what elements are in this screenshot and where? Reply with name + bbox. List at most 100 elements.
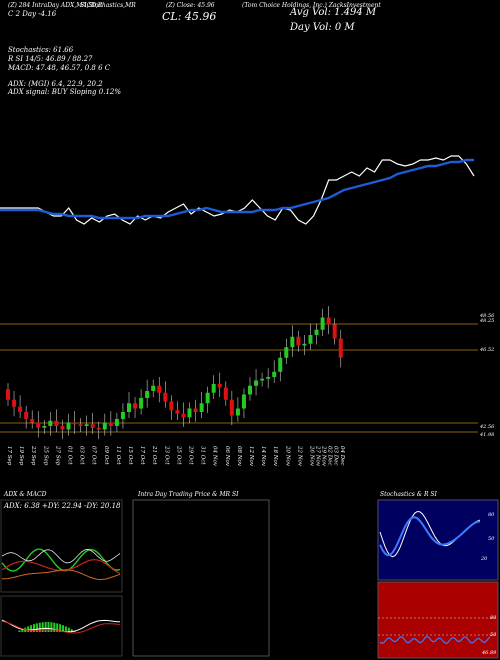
candle-body — [320, 317, 325, 330]
candle — [12, 391, 17, 417]
candle-body — [223, 387, 228, 400]
rsi-line — [379, 636, 491, 645]
candle-body — [229, 399, 234, 416]
adx-white-line — [1, 549, 121, 564]
date-tick: 27 Sep — [54, 445, 60, 466]
stoch-scale-80: 80 — [488, 512, 495, 518]
date-tick: 01 Oct — [67, 446, 73, 465]
candle-body — [84, 424, 89, 426]
candle — [181, 402, 186, 427]
candle — [326, 306, 331, 335]
candle — [223, 381, 228, 406]
stoch-scale-20: 20 — [481, 556, 488, 562]
macd-bar — [59, 624, 62, 632]
date-tick: 17 Oct — [139, 446, 145, 465]
date-tick: 04 Nov — [212, 446, 218, 467]
macd-bar — [21, 629, 24, 632]
candle-body — [42, 426, 47, 428]
candle-body — [48, 420, 53, 426]
candle — [72, 411, 77, 434]
candle-body — [284, 347, 289, 358]
candle-body — [12, 399, 17, 407]
date-tick: 25 Oct — [175, 445, 181, 465]
candle-body — [248, 385, 252, 395]
date-tick: 11 Oct — [115, 446, 121, 465]
candle-body — [290, 336, 295, 348]
candle — [308, 323, 313, 350]
date-tick: 04 Dec — [339, 446, 345, 466]
macd-panel — [0, 595, 123, 657]
macd-bar — [53, 622, 56, 632]
candle — [127, 391, 131, 419]
header-title-close: (Z) Close: 45.96 — [166, 2, 215, 9]
date-tick: 21 Oct — [151, 445, 157, 465]
mrsi-panel — [132, 499, 270, 657]
candle-body — [338, 338, 343, 358]
date-tick: 26 Nov — [309, 445, 315, 467]
candle — [229, 391, 234, 426]
header-day-change: C 2 Day -4.16 — [8, 10, 57, 18]
candle — [175, 401, 180, 420]
header-title-company: (Tom Choice Holdings, Inc.) ZacksInvestm… — [242, 2, 381, 9]
candle — [211, 375, 216, 399]
rsi-panel-value: 46.89 — [482, 650, 497, 656]
candle — [260, 372, 265, 387]
candle — [157, 377, 162, 403]
candle-body — [241, 394, 246, 409]
top-line-blue — [0, 158, 474, 220]
plus-di-line — [1, 548, 121, 572]
stochastic-top-lines — [0, 155, 475, 225]
stoch-scale-50: 50 — [488, 536, 495, 542]
candle — [30, 410, 35, 429]
date-tick: 07 Oct — [91, 446, 97, 465]
candle-body — [254, 380, 259, 386]
candle-body — [66, 422, 71, 430]
candle-body — [217, 384, 222, 388]
date-tick: 08 Nov — [236, 446, 242, 467]
candle-body — [278, 357, 283, 372]
candle-body — [127, 403, 131, 412]
candle-body — [193, 408, 198, 412]
candle — [235, 397, 240, 422]
macd-bar — [18, 630, 21, 632]
candle — [290, 325, 295, 357]
date-tick: 29 Oct — [188, 445, 194, 465]
candle-body — [272, 371, 277, 377]
macd-bar — [47, 622, 50, 632]
date-tick: 19 Sep — [18, 446, 24, 466]
date-tick: 23 Oct — [163, 445, 169, 465]
candle-body — [205, 392, 210, 404]
candle — [120, 403, 125, 429]
candle — [78, 418, 83, 433]
candle — [187, 402, 192, 424]
date-tick: 14 Nov — [260, 446, 266, 467]
price-label-5: 41.98 — [480, 432, 495, 438]
candle-body — [314, 329, 319, 335]
candle — [163, 381, 168, 408]
adx-panel — [0, 499, 123, 593]
candle — [60, 419, 65, 440]
date-tick: 02 Dec — [327, 446, 333, 466]
candle-body — [120, 412, 125, 419]
macd-bar — [50, 622, 53, 632]
candle-body — [139, 398, 144, 409]
candle — [96, 421, 101, 440]
candle — [24, 405, 29, 429]
macd-bar — [41, 622, 44, 632]
rsi-scale-50: 50 — [490, 632, 497, 638]
candle-body — [296, 336, 301, 346]
candle — [66, 413, 71, 436]
panel-indicator-lines — [1, 510, 498, 645]
price-horizontal-lines — [0, 323, 478, 433]
candle-body — [235, 408, 240, 416]
candle — [151, 379, 156, 398]
date-tick: 17 Sep — [6, 446, 12, 466]
candle-body — [18, 406, 23, 412]
candle-body — [60, 426, 65, 430]
macd-bar — [27, 626, 30, 632]
header-title-mid: SI,Stochastics,MR — [80, 2, 136, 9]
candle — [217, 372, 222, 398]
macd-bar — [35, 623, 38, 632]
macd-value: MACD: 47.48, 46.57, 0.8 6 C — [8, 64, 111, 72]
date-tick: 20 Nov — [284, 445, 290, 467]
